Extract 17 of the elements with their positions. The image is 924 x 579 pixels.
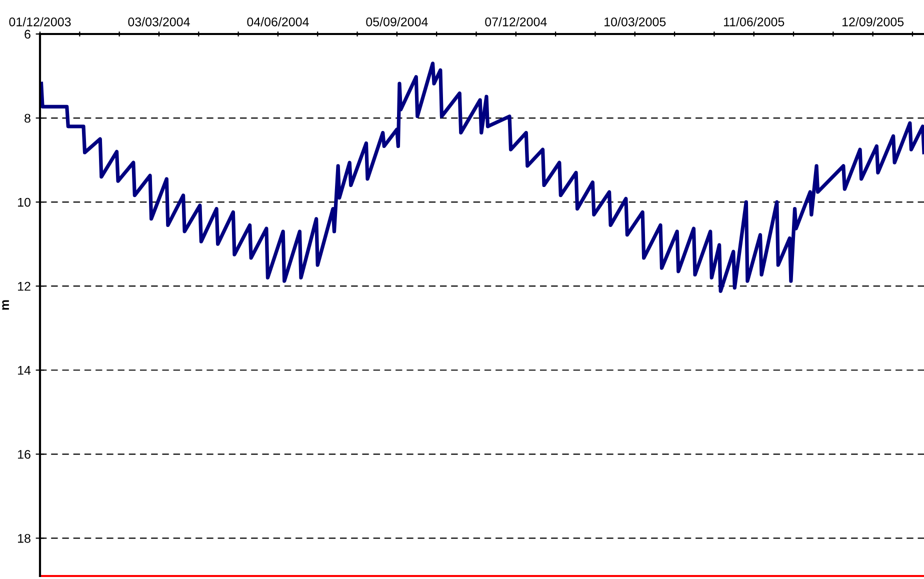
- x-tick-label: 07/12/2004: [485, 17, 547, 26]
- y-tick-label: 18: [18, 534, 30, 543]
- x-tick-label: 03/03/2004: [128, 17, 190, 26]
- y-tick-label: 16: [18, 450, 30, 459]
- x-tick-label: 01/12/2003: [9, 17, 71, 26]
- x-tick-label: 12/09/2005: [842, 17, 904, 26]
- y-tick-label: 6: [24, 30, 30, 39]
- y-tick-label: 14: [18, 366, 31, 375]
- x-tick-label: 05/09/2004: [366, 17, 428, 26]
- y-tick-label: 8: [24, 114, 30, 123]
- y-tick-label: 10: [18, 198, 30, 207]
- line-series: [40, 62, 924, 293]
- y-tick-label: 12: [18, 282, 30, 291]
- x-tick-label: 04/06/2004: [247, 17, 309, 26]
- y-axis-title: m: [2, 300, 9, 310]
- x-tick-label: 11/06/2005: [724, 17, 784, 26]
- x-tick-label: 10/03/2005: [604, 17, 666, 26]
